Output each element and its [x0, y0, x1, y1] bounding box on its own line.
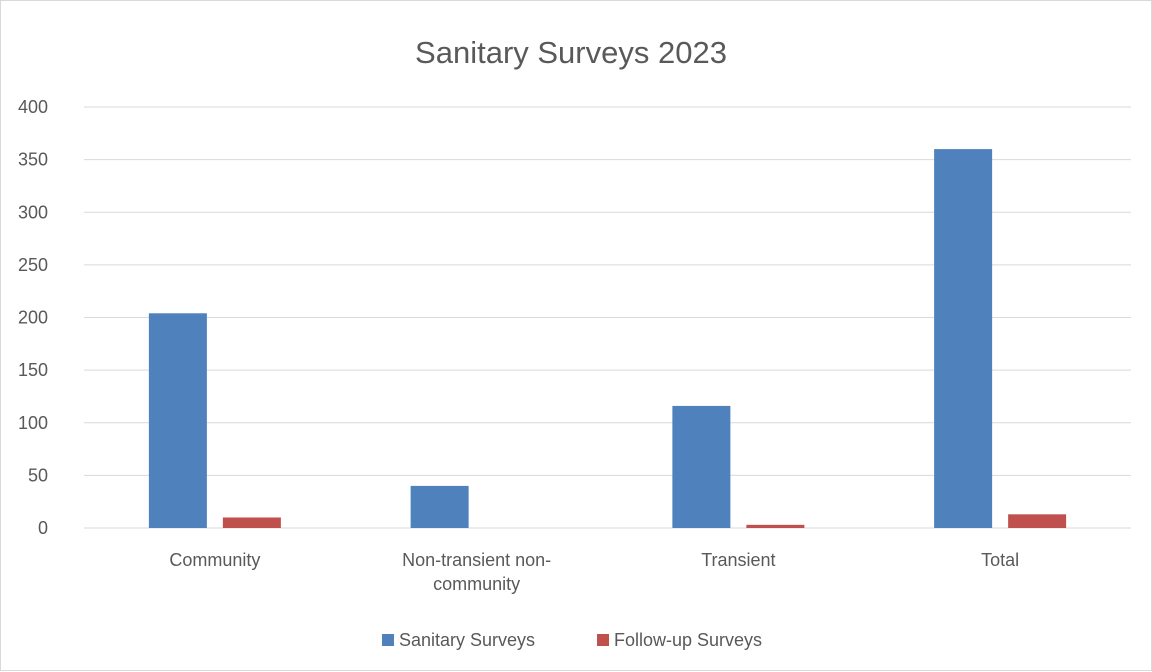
- legend-swatch: [597, 634, 609, 646]
- y-tick-label: 250: [18, 255, 48, 275]
- bar: [148, 313, 207, 528]
- y-tick-label: 350: [18, 150, 48, 170]
- x-tick-label: Transient: [701, 550, 775, 570]
- y-tick-label: 200: [18, 308, 48, 328]
- bars: [148, 149, 1067, 528]
- legend-label: Follow-up Surveys: [614, 630, 762, 650]
- legend: Sanitary Surveys Follow-up Surveys: [382, 630, 762, 650]
- legend-label: Sanitary Surveys: [399, 630, 535, 650]
- bar: [934, 149, 993, 528]
- bar: [222, 517, 281, 528]
- bar: [746, 524, 805, 528]
- bar: [672, 405, 731, 528]
- y-tick-label: 0: [38, 518, 48, 538]
- x-tick-label: Non-transient non-community: [402, 550, 551, 594]
- bar: [410, 485, 469, 528]
- x-axis-category-labels: Community Non-transient non-community Tran…: [169, 550, 1019, 594]
- y-tick-label: 150: [18, 360, 48, 380]
- y-tick-label: 400: [18, 97, 48, 117]
- y-tick-label: 100: [18, 413, 48, 433]
- legend-swatch: [382, 634, 394, 646]
- bar: [1008, 514, 1067, 528]
- y-tick-label: 300: [18, 202, 48, 222]
- gridlines: [84, 106, 1131, 529]
- x-tick-label: Community: [169, 550, 260, 570]
- chart-title: Sanitary Surveys 2023: [415, 35, 727, 70]
- y-axis-tick-labels: 0 50 100 150 200 250 300 350 400: [18, 97, 48, 538]
- x-tick-label: Total: [981, 550, 1019, 570]
- y-tick-label: 50: [28, 465, 48, 485]
